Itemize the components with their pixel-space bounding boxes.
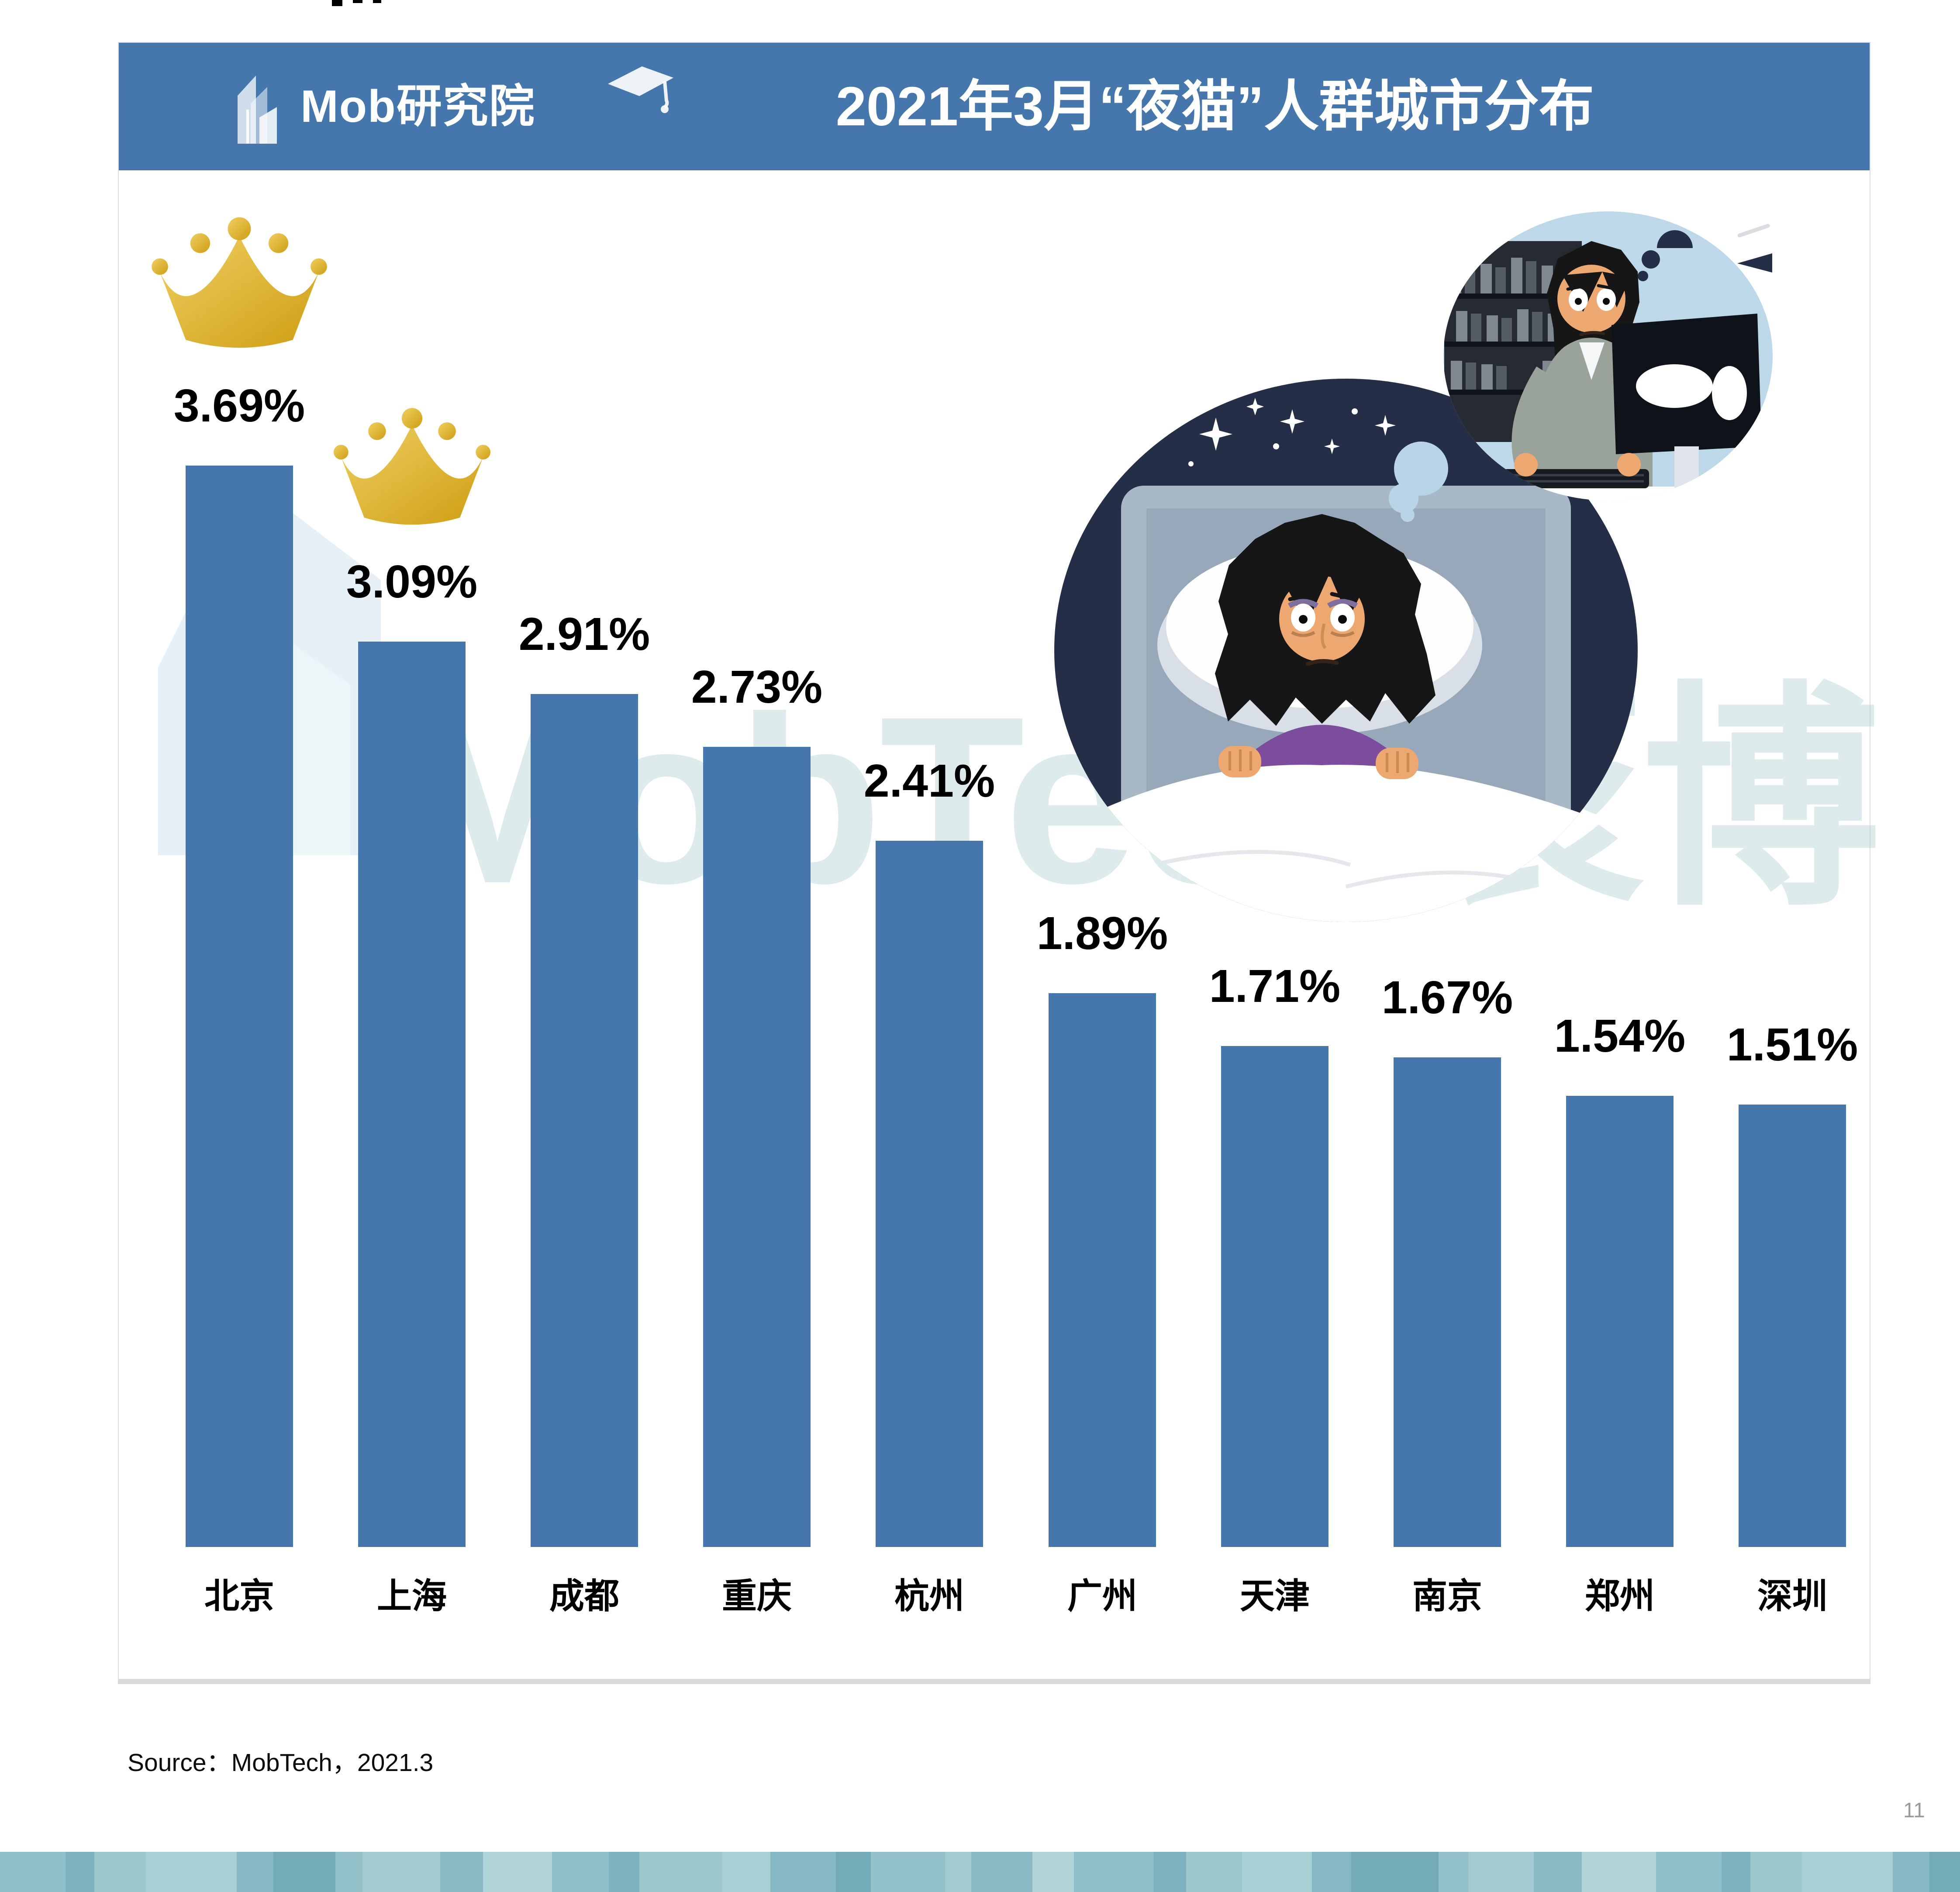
mosaic-segment bbox=[1032, 1852, 1074, 1892]
mosaic-segment bbox=[0, 1852, 66, 1892]
bar bbox=[876, 841, 983, 1547]
bar bbox=[1566, 1096, 1674, 1547]
page-title: 2021年3月“夜猫”人群城市分布 bbox=[835, 76, 1594, 137]
chart-card: Mob研究院 2021年3月“夜猫”人群城市分布 MobTech袤博 3.69%… bbox=[118, 42, 1880, 1680]
city-label: 广州 bbox=[1067, 1577, 1137, 1616]
mosaic-segment bbox=[770, 1852, 836, 1892]
mosaic-segment bbox=[1929, 1852, 1960, 1892]
bar bbox=[1221, 1046, 1329, 1547]
night-owl-illustration bbox=[1054, 211, 1773, 922]
logo-text: Mob研究院 bbox=[300, 81, 535, 132]
cutoff-glyph-fragment bbox=[373, 0, 381, 3]
bar-value-label: 1.89% bbox=[1036, 908, 1168, 959]
mosaic-segment bbox=[362, 1852, 440, 1892]
mosaic-segment bbox=[66, 1852, 94, 1892]
bar bbox=[703, 747, 811, 1547]
mosaic-segment bbox=[1468, 1852, 1534, 1892]
city-label: 成都 bbox=[549, 1577, 619, 1616]
bar-value-label: 1.71% bbox=[1209, 960, 1341, 1012]
mosaic-segment bbox=[609, 1852, 639, 1892]
mosaic-segment bbox=[1893, 1852, 1929, 1892]
mosaic-segment bbox=[1242, 1852, 1312, 1892]
bar-value-label: 3.69% bbox=[173, 380, 305, 432]
bar bbox=[1394, 1057, 1501, 1547]
city-label: 深圳 bbox=[1757, 1577, 1827, 1616]
crown-icon bbox=[143, 212, 335, 356]
mosaic-segment bbox=[273, 1852, 335, 1892]
mosaic-segment bbox=[335, 1852, 362, 1892]
bar bbox=[1739, 1105, 1846, 1547]
mosaic-segment bbox=[971, 1852, 1032, 1892]
graduation-cap-icon bbox=[608, 66, 673, 113]
city-label: 杭州 bbox=[894, 1577, 964, 1616]
mosaic-segment bbox=[836, 1852, 871, 1892]
mosaic-segment bbox=[1074, 1852, 1153, 1892]
cutoff-glyph-fragment bbox=[332, 0, 342, 6]
mosaic-segment bbox=[1439, 1852, 1468, 1892]
city-label: 北京 bbox=[204, 1577, 274, 1616]
bar-value-label: 2.41% bbox=[863, 755, 995, 807]
mosaic-segment bbox=[552, 1852, 609, 1892]
bar-value-label: 1.54% bbox=[1554, 1010, 1686, 1062]
page-number: 11 bbox=[1903, 1799, 1925, 1822]
chart-header: Mob研究院 2021年3月“夜猫”人群城市分布 bbox=[119, 43, 1870, 170]
bar-value-label: 2.73% bbox=[691, 661, 823, 713]
mosaic-segment bbox=[146, 1852, 237, 1892]
mosaic-segment bbox=[722, 1852, 770, 1892]
mosaic-segment bbox=[1722, 1852, 1750, 1892]
mosaic-segment bbox=[1312, 1852, 1351, 1892]
mosaic-segment bbox=[1656, 1852, 1722, 1892]
city-label: 重庆 bbox=[722, 1577, 792, 1616]
city-label: 郑州 bbox=[1585, 1577, 1655, 1616]
crown-icon bbox=[326, 404, 498, 532]
mosaic-segment bbox=[483, 1852, 552, 1892]
mosaic-segment bbox=[639, 1852, 722, 1892]
mosaic-segment bbox=[1351, 1852, 1439, 1892]
mosaic-segment bbox=[871, 1852, 945, 1892]
bar-value-label: 1.67% bbox=[1381, 972, 1513, 1023]
mosaic-segment bbox=[1750, 1852, 1802, 1892]
mosaic-segment bbox=[1582, 1852, 1656, 1892]
mosaic-segment bbox=[440, 1852, 483, 1892]
source-text: Source：MobTech，2021.3 bbox=[128, 1749, 434, 1777]
mosaic-segment bbox=[1153, 1852, 1186, 1892]
mosaic-segment bbox=[1186, 1852, 1242, 1892]
mosaic-segment bbox=[1802, 1852, 1893, 1892]
city-label: 南京 bbox=[1412, 1577, 1482, 1616]
bar bbox=[358, 642, 466, 1547]
bar bbox=[186, 466, 293, 1547]
bar bbox=[531, 694, 638, 1547]
city-label: 天津 bbox=[1240, 1577, 1310, 1616]
mosaic-segment bbox=[237, 1852, 273, 1892]
bar-chart-plot: 3.69% 北京 3.09% 上海 2.91% 成都 2.73% 重庆 2.41% 杭州 1.89%… bbox=[119, 43, 1870, 1679]
bar-value-label: 1.51% bbox=[1726, 1019, 1858, 1070]
mosaic-segment bbox=[94, 1852, 146, 1892]
bar bbox=[1049, 993, 1156, 1547]
footer-mosaic-strip bbox=[0, 1852, 1960, 1892]
city-label: 上海 bbox=[377, 1577, 447, 1616]
mob-research-logo: Mob研究院 bbox=[233, 43, 673, 170]
bar-value-label: 2.91% bbox=[518, 608, 650, 660]
mosaic-segment bbox=[945, 1852, 971, 1892]
cutoff-glyph-fragment bbox=[353, 0, 362, 3]
bar-value-label: 3.09% bbox=[346, 556, 478, 608]
mosaic-segment bbox=[1534, 1852, 1582, 1892]
building-logo-icon bbox=[238, 76, 277, 144]
